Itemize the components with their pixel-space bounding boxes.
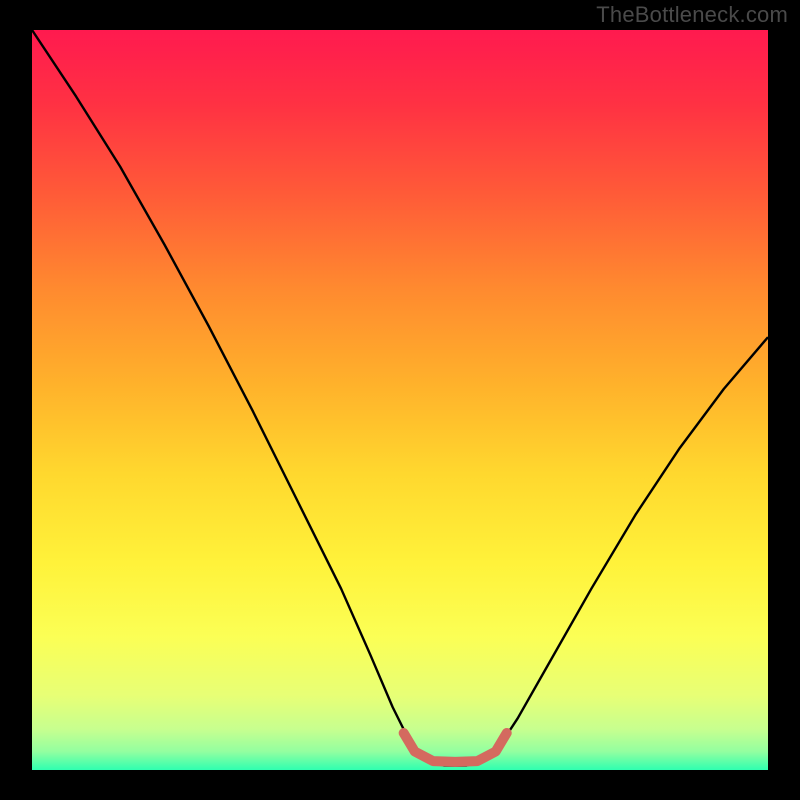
plot-background (32, 30, 768, 770)
chart-frame: TheBottleneck.com (0, 0, 800, 800)
plot-svg (32, 30, 768, 770)
plot-area (32, 30, 768, 770)
watermark-text: TheBottleneck.com (596, 2, 788, 28)
